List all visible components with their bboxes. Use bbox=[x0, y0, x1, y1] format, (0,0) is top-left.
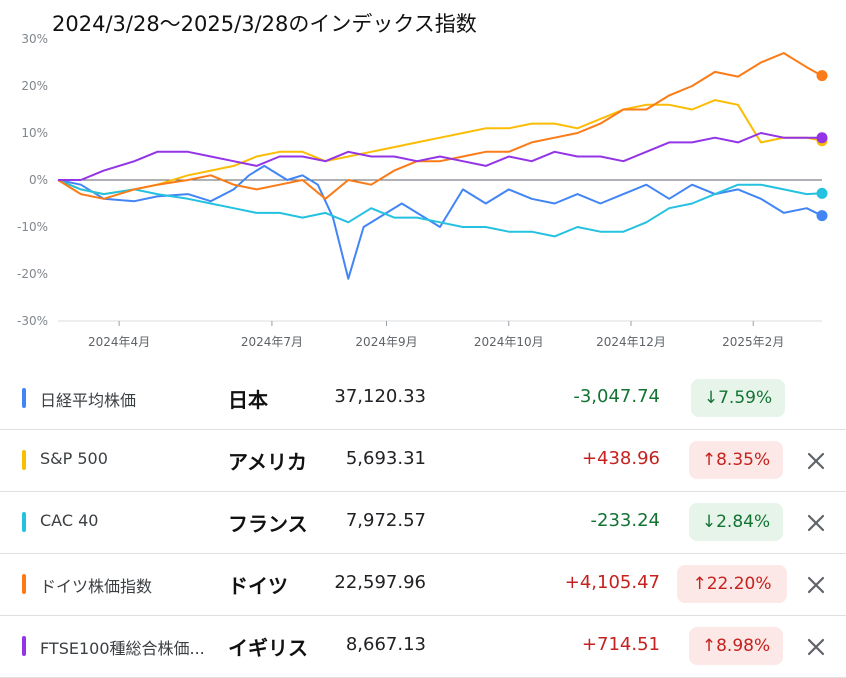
series-color-swatch bbox=[22, 636, 26, 656]
series-line bbox=[57, 52, 823, 200]
percent-badge: ↑8.98% bbox=[689, 627, 783, 665]
percent-badge: ↓7.59% bbox=[691, 379, 785, 417]
y-tick-label: 30% bbox=[21, 32, 48, 46]
x-tick-label: 2024年12月 bbox=[596, 335, 666, 349]
remove-index-icon[interactable] bbox=[802, 447, 830, 475]
series-line bbox=[57, 164, 823, 280]
y-tick-label: 20% bbox=[21, 79, 48, 93]
country-label: 日本 bbox=[228, 388, 268, 412]
index-value: 5,693.31 bbox=[345, 448, 426, 469]
series-end-point bbox=[816, 210, 828, 222]
index-row[interactable]: CAC 40 フランス 7,972.57 -233.24 ↓2.84% bbox=[0, 492, 846, 554]
x-tick-label: 2024年4月 bbox=[88, 335, 150, 349]
x-tick-label: 2024年7月 bbox=[241, 335, 303, 349]
index-row[interactable]: ドイツ株価指数 ドイツ 22,597.96 +4,105.47 ↑22.20% bbox=[0, 554, 846, 616]
x-tick-label: 2024年9月 bbox=[355, 335, 417, 349]
y-tick-label: -20% bbox=[17, 267, 48, 281]
series-line bbox=[58, 132, 823, 181]
y-tick-label: -10% bbox=[17, 220, 48, 234]
series-color-swatch bbox=[22, 574, 26, 594]
index-value: 37,120.33 bbox=[334, 386, 426, 407]
series-end-point bbox=[816, 187, 828, 199]
index-table: 日経平均株価 日本 37,120.33 -3,047.74 ↓7.59% S&P 500 ア… bbox=[0, 368, 846, 678]
percent-badge: ↓2.84% bbox=[689, 503, 783, 541]
remove-index-icon[interactable] bbox=[802, 509, 830, 537]
index-name: 日経平均株価 bbox=[40, 391, 137, 410]
country-label: フランス bbox=[228, 512, 308, 536]
index-value: 8,667.13 bbox=[345, 634, 426, 655]
percent-badge: ↑8.35% bbox=[689, 441, 783, 479]
country-label: イギリス bbox=[228, 636, 308, 660]
index-row[interactable]: 日経平均株価 日本 37,120.33 -3,047.74 ↓7.59% bbox=[0, 368, 846, 430]
chart-title: 2024/3/28～2025/3/28のインデックス指数 bbox=[52, 12, 477, 36]
change-value: +438.96 bbox=[581, 448, 660, 469]
index-name: S&P 500 bbox=[40, 449, 108, 468]
series-line bbox=[57, 99, 823, 196]
index-name: FTSE100種総合株価... bbox=[40, 639, 205, 658]
index-value: 7,972.57 bbox=[345, 510, 426, 531]
index-value: 22,597.96 bbox=[334, 572, 426, 593]
series-line bbox=[57, 179, 823, 238]
index-name: ドイツ株価指数 bbox=[40, 577, 153, 596]
y-tick-label: 0% bbox=[29, 173, 48, 187]
index-row[interactable]: FTSE100種総合株価... イギリス 8,667.13 +714.51 ↑8.98% bbox=[0, 616, 846, 678]
remove-index-icon[interactable] bbox=[802, 633, 830, 661]
series-color-swatch bbox=[22, 450, 26, 470]
series-color-swatch bbox=[22, 388, 26, 408]
series-end-point bbox=[816, 132, 828, 144]
change-value: +4,105.47 bbox=[564, 572, 660, 593]
country-label: ドイツ bbox=[228, 574, 288, 598]
x-tick-label: 2024年10月 bbox=[474, 335, 544, 349]
series-end-point bbox=[816, 70, 828, 82]
change-value: -3,047.74 bbox=[573, 386, 660, 407]
change-value: +714.51 bbox=[581, 634, 660, 655]
percent-badge: ↑22.20% bbox=[677, 565, 787, 603]
change-value: -233.24 bbox=[590, 510, 660, 531]
line-chart: 30% 20% 10% 0% -10% -20% -30% 2024年4月 2024年7月 202… bbox=[17, 32, 828, 349]
y-tick-label: -30% bbox=[17, 314, 48, 328]
x-tick-label: 2025年2月 bbox=[722, 335, 784, 349]
index-name: CAC 40 bbox=[40, 511, 99, 530]
country-label: アメリカ bbox=[228, 450, 307, 474]
series-color-swatch bbox=[22, 512, 26, 532]
y-tick-label: 10% bbox=[21, 126, 48, 140]
index-row[interactable]: S&P 500 アメリカ 5,693.31 +438.96 ↑8.35% bbox=[0, 430, 846, 492]
remove-index-icon[interactable] bbox=[802, 571, 830, 599]
